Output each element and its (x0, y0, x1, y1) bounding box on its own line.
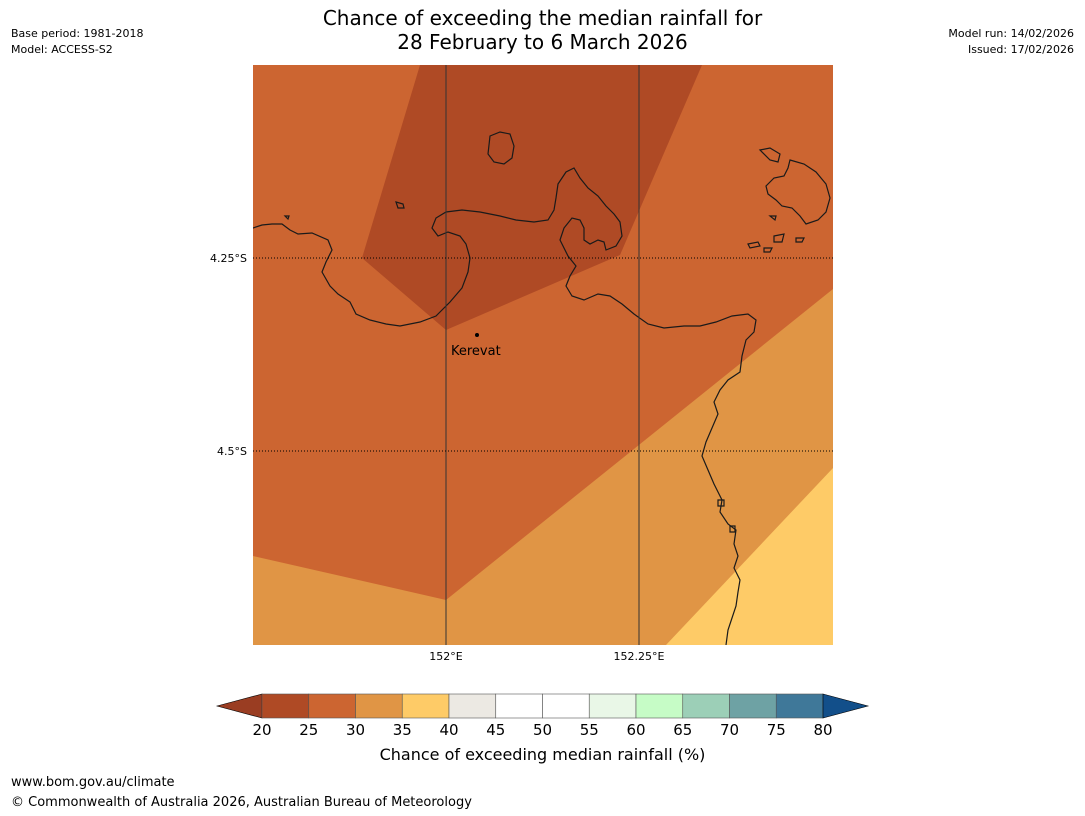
model-run-text: Model run: 14/02/2026 (948, 27, 1074, 40)
colorbar-segment (729, 693, 777, 719)
colorbar-title: Chance of exceeding median rainfall (%) (379, 745, 706, 764)
colorbar-tick-label: 55 (580, 721, 599, 739)
colorbar-tick-label: 20 (252, 721, 271, 739)
colorbar-tick-label: 30 (346, 721, 365, 739)
lon-label-152-25: 152.25°E (614, 650, 665, 663)
colorbar-tick-label: 45 (486, 721, 505, 739)
title-line-1: Chance of exceeding the median rainfall … (322, 6, 763, 30)
colorbar-segment (635, 693, 684, 719)
colorbar-segment (542, 693, 590, 719)
colorbar-tick-label: 80 (813, 721, 832, 739)
title-line-2: 28 February to 6 March 2026 (397, 30, 688, 54)
graticule (253, 65, 833, 645)
colorbar-tick-label: 65 (673, 721, 692, 739)
place-label-kerevat: Kerevat (451, 344, 501, 359)
colorbar-tick-label: 35 (393, 721, 412, 739)
colorbar-segment (261, 693, 310, 719)
colorbar-segment (448, 693, 497, 719)
colorbar-segment (682, 693, 730, 719)
map-title: Chance of exceeding the median rainfall … (0, 6, 1085, 54)
colorbar-segment (308, 693, 356, 719)
colorbar-tick-label: 50 (533, 721, 552, 739)
footer-copyright: © Commonwealth of Australia 2026, Austra… (11, 795, 472, 810)
colorbar-tick-label: 70 (720, 721, 739, 739)
base-period-text: Base period: 1981-2018 (11, 27, 144, 40)
zone-30-35 (253, 289, 833, 645)
colorbar-under-arrow (215, 693, 263, 719)
colorbar-tick-label: 75 (767, 721, 786, 739)
zone-20-25 (362, 65, 702, 330)
coastline (253, 131, 831, 645)
metadata-right: Model run: 14/02/2026 Issued: 17/02/2026 (948, 26, 1074, 58)
footer-url[interactable]: www.bom.gov.au/climate (11, 775, 175, 790)
issued-text: Issued: 17/02/2026 (967, 43, 1074, 56)
colorbar: 20 25 30 35 40 45 50 55 60 65 70 75 80 (215, 693, 870, 739)
colorbar-segment (775, 693, 824, 719)
lat-label-4-5: 4.5°S (217, 445, 247, 458)
axis-labels: 4.25°S 4.5°S 152°E 152.25°E (210, 252, 664, 663)
metadata-left: Base period: 1981-2018 Model: ACCESS-S2 (11, 26, 143, 58)
lon-label-152: 152°E (429, 650, 462, 663)
zone-35-40 (666, 468, 833, 645)
probability-field: Kerevat (253, 65, 833, 645)
model-text: Model: ACCESS-S2 (11, 43, 113, 56)
colorbar-tick-label: 40 (439, 721, 458, 739)
kerevat-marker (475, 333, 479, 337)
colorbar-over-arrow (822, 693, 870, 719)
colorbar-segment (495, 693, 543, 719)
colorbar-tick-label: 60 (626, 721, 645, 739)
colorbar-segment (355, 693, 403, 719)
colorbar-tick-label: 25 (299, 721, 318, 739)
colorbar-segment (401, 693, 450, 719)
colorbar-segment (588, 693, 637, 719)
lat-label-4-25: 4.25°S (210, 252, 247, 265)
